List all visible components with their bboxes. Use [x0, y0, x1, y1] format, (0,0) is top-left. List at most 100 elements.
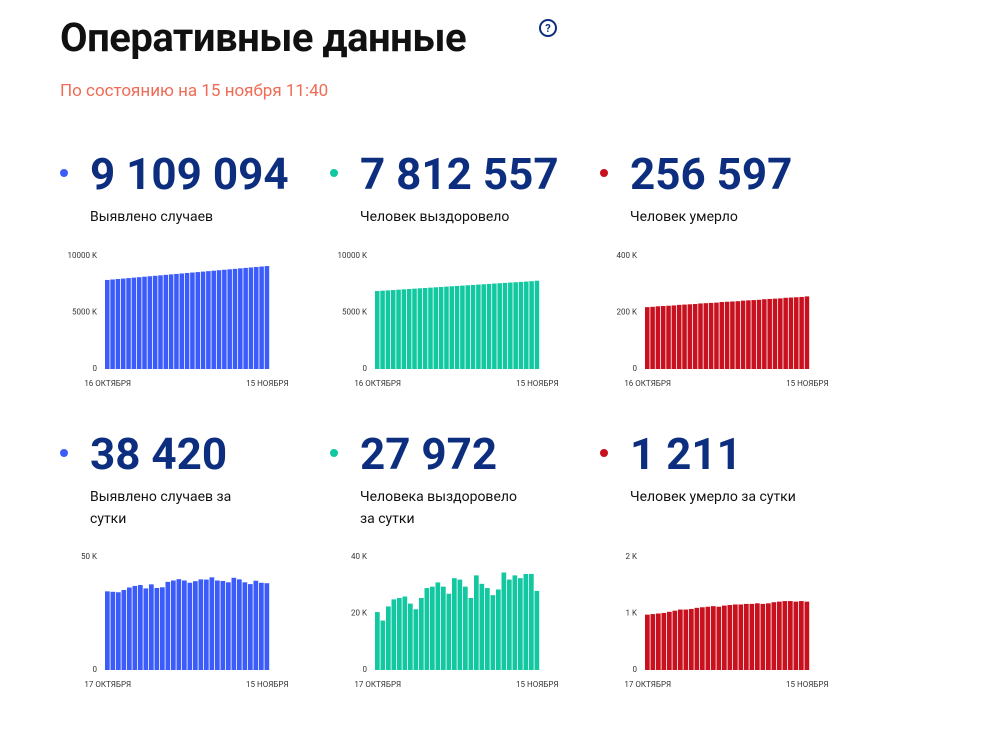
- y-tick-label: 2 K: [626, 552, 638, 561]
- stat-value: 38 420: [90, 428, 228, 480]
- bar: [430, 586, 435, 670]
- stat-card: 9 109 094 Выявлено случаев 0 5000 K 10000 K 1…: [60, 140, 320, 420]
- bar: [226, 582, 231, 670]
- bar: [222, 269, 227, 369]
- legend-dot: [330, 449, 338, 457]
- bar: [391, 599, 397, 670]
- bar: [778, 298, 783, 369]
- bar: [672, 610, 678, 670]
- bar: [408, 603, 413, 670]
- y-tick-label: 10000 K: [338, 251, 368, 260]
- bar: [264, 583, 270, 670]
- bar: [187, 582, 193, 670]
- bar: [105, 279, 110, 369]
- legend-dot: [600, 169, 608, 177]
- bar: [751, 300, 756, 369]
- bar: [204, 579, 209, 670]
- bar: [198, 579, 204, 670]
- bar: [460, 285, 465, 369]
- bar: [534, 590, 540, 670]
- bar: [127, 587, 132, 670]
- bar: [179, 273, 185, 369]
- bar: [645, 307, 650, 369]
- bar: [154, 587, 160, 670]
- bar: [749, 603, 755, 670]
- stat-label: Человек выздоровело: [360, 209, 510, 225]
- bar: [486, 283, 492, 369]
- bar: [160, 587, 165, 670]
- bar: [700, 607, 705, 670]
- stat-card: 38 420 Выявлено случаев за сутки 0 50 K 17 О…: [60, 420, 320, 700]
- bar: [176, 579, 182, 670]
- y-tick-label: 0: [633, 665, 638, 674]
- bar: [435, 582, 441, 670]
- bar: [676, 304, 682, 369]
- bar: [138, 585, 143, 670]
- bar: [375, 612, 380, 670]
- bar: [468, 597, 474, 670]
- bar: [465, 285, 471, 369]
- bar: [799, 296, 804, 369]
- chart: 0 1 K 2 K 17 ОКТЯБРЯ 15 НОЯБРЯ: [624, 552, 828, 689]
- bar: [211, 270, 216, 369]
- bar: [479, 583, 485, 670]
- legend-dot: [60, 169, 68, 177]
- y-tick-label: 0: [363, 665, 368, 674]
- bar: [158, 275, 163, 369]
- stat-card: 7 812 557 Человек выздоровело 0 5000 K 10000…: [330, 140, 590, 420]
- bar: [143, 588, 149, 670]
- bar: [231, 577, 237, 670]
- bar: [132, 585, 138, 670]
- bar: [238, 268, 243, 369]
- bar: [692, 304, 698, 369]
- bar: [121, 589, 127, 670]
- bar: [645, 614, 650, 670]
- bar: [209, 577, 215, 670]
- bar: [242, 582, 248, 670]
- y-tick-label: 10000 K: [68, 251, 98, 260]
- bar: [777, 601, 782, 670]
- bar: [254, 266, 259, 369]
- y-tick-label: 0: [363, 364, 368, 373]
- bar: [794, 297, 799, 369]
- x-tick-label: 17 ОКТЯБРЯ: [84, 680, 131, 689]
- stat-value: 7 812 557: [360, 148, 559, 200]
- bar: [419, 597, 424, 670]
- bar: [147, 276, 153, 369]
- bar: [683, 609, 689, 670]
- x-tick-label: 15 НОЯБРЯ: [786, 680, 828, 689]
- stat-value: 1 211: [630, 428, 742, 480]
- bar: [650, 306, 655, 369]
- bar: [149, 584, 154, 670]
- bar: [449, 286, 455, 369]
- bar: [470, 284, 476, 369]
- bar: [438, 286, 444, 369]
- bar: [220, 580, 226, 670]
- bar: [788, 297, 794, 369]
- bar: [152, 275, 158, 369]
- bar: [120, 278, 126, 369]
- bar: [496, 589, 501, 670]
- bar: [444, 286, 449, 369]
- stat-value: 256 597: [630, 148, 793, 200]
- bar: [733, 604, 738, 670]
- bar: [650, 614, 656, 670]
- bar: [682, 304, 687, 369]
- legend-dot: [600, 449, 608, 457]
- bar: [730, 301, 735, 369]
- bar: [738, 604, 744, 670]
- page-title: Оперативные данные: [60, 14, 467, 61]
- bar: [524, 281, 529, 369]
- help-icon[interactable]: ?: [538, 18, 558, 38]
- bar: [441, 586, 446, 670]
- bar: [507, 579, 512, 670]
- bar: [115, 279, 121, 369]
- x-tick-label: 16 ОКТЯБРЯ: [84, 379, 131, 388]
- bar: [804, 601, 810, 670]
- x-tick-label: 15 НОЯБРЯ: [246, 680, 288, 689]
- bar: [385, 290, 391, 369]
- bar: [259, 266, 264, 369]
- stat-value: 27 972: [360, 428, 498, 480]
- bar: [232, 268, 238, 369]
